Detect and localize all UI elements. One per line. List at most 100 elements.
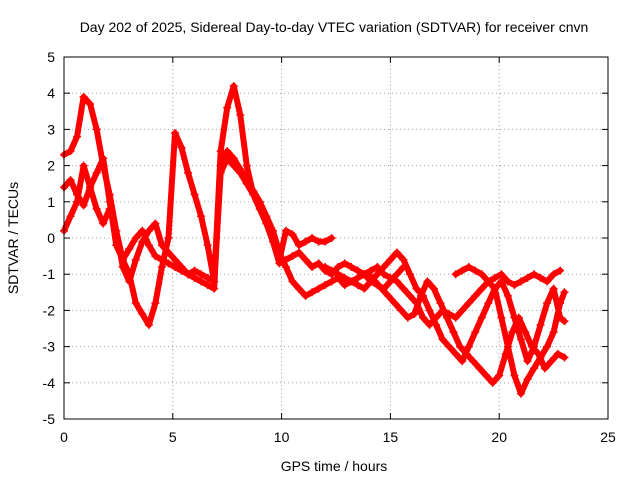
data-point-marker	[295, 241, 304, 250]
data-point-marker	[184, 270, 193, 279]
grid-layer	[64, 57, 608, 419]
data-point-marker	[157, 255, 166, 264]
data-point-marker	[464, 262, 473, 271]
data-point-marker	[125, 277, 134, 286]
data-point-marker	[131, 255, 140, 264]
data-point-marker	[242, 161, 251, 170]
y-tick-label: -4	[43, 375, 56, 391]
data-point-marker	[138, 237, 147, 246]
data-point-marker	[523, 273, 532, 282]
data-point-marker	[405, 291, 414, 300]
data-point-marker	[105, 197, 114, 206]
data-point-marker	[340, 259, 349, 268]
data-point-marker	[419, 313, 428, 322]
data-point-marker	[536, 353, 545, 362]
data-point-marker	[560, 353, 569, 362]
data-point-marker	[151, 219, 160, 228]
data-point-marker	[451, 270, 460, 279]
data-point-marker	[536, 273, 545, 282]
data-point-marker	[516, 277, 525, 286]
data-point-marker	[423, 277, 432, 286]
data-point-marker	[151, 299, 160, 308]
data-point-marker	[477, 270, 486, 279]
data-point-marker	[384, 291, 393, 300]
data-point-marker	[547, 357, 556, 366]
data-point-marker	[353, 281, 362, 290]
y-tick-label: 4	[47, 85, 55, 101]
data-point-marker	[164, 248, 173, 257]
data-point-marker	[521, 328, 530, 337]
data-point-marker	[471, 266, 480, 275]
data-point-marker	[190, 190, 199, 199]
series-trace-5	[364, 270, 569, 387]
data-point-marker	[308, 262, 317, 271]
data-point-marker	[540, 364, 549, 373]
data-point-marker	[471, 291, 480, 300]
series-trace-6	[451, 262, 569, 398]
data-point-marker	[495, 371, 504, 380]
data-point-marker	[216, 168, 225, 177]
data-point-marker	[490, 284, 499, 293]
data-point-marker	[527, 342, 536, 351]
data-point-marker	[170, 129, 179, 138]
data-point-marker	[79, 201, 88, 210]
y-tick-label: 1	[47, 194, 55, 210]
data-point-marker	[86, 100, 95, 109]
data-point-marker	[321, 281, 330, 290]
data-point-marker	[66, 176, 75, 185]
data-point-marker	[295, 248, 304, 257]
data-point-marker	[262, 219, 271, 228]
data-point-marker	[210, 277, 219, 286]
data-point-marker	[497, 270, 506, 279]
data-point-marker	[386, 273, 395, 282]
x-axis-label: GPS time / hours	[281, 458, 388, 474]
data-point-marker	[86, 183, 95, 192]
data-point-marker	[281, 226, 290, 235]
data-point-marker	[177, 143, 186, 152]
data-point-marker	[523, 375, 532, 384]
data-point-marker	[436, 299, 445, 308]
y-axis-label: SDTVAR / TECUs	[5, 182, 21, 294]
data-point-marker	[549, 328, 558, 337]
data-point-marker	[177, 262, 186, 271]
data-point-marker	[301, 237, 310, 246]
data-point-marker	[275, 259, 284, 268]
data-point-marker	[560, 288, 569, 297]
data-point-marker	[458, 306, 467, 315]
data-point-marker	[203, 241, 212, 250]
data-point-marker	[392, 248, 401, 257]
data-point-marker	[456, 342, 465, 351]
data-point-marker	[516, 389, 525, 398]
data-point-marker	[203, 281, 212, 290]
data-point-marker	[390, 299, 399, 308]
data-point-marker	[340, 281, 349, 290]
data-point-marker	[66, 212, 75, 221]
data-point-marker	[543, 299, 552, 308]
data-point-marker	[510, 281, 519, 290]
data-point-marker	[249, 190, 258, 199]
data-point-marker	[553, 349, 562, 358]
data-point-marker	[475, 364, 484, 373]
data-point-marker	[471, 328, 480, 337]
data-point-marker	[451, 349, 460, 358]
y-tick-label: -1	[43, 266, 56, 282]
data-point-marker	[321, 237, 330, 246]
data-point-marker	[197, 270, 206, 279]
data-point-marker	[353, 266, 362, 275]
data-point-marker	[377, 284, 386, 293]
data-point-marker	[543, 342, 552, 351]
data-point-marker	[334, 270, 343, 279]
data-point-marker	[157, 241, 166, 250]
data-point-marker	[399, 255, 408, 264]
data-point-marker	[255, 205, 264, 214]
data-point-marker	[170, 255, 179, 264]
data-point-marker	[503, 342, 512, 351]
data-point-marker	[92, 168, 101, 177]
data-point-marker	[488, 378, 497, 387]
data-point-marker	[360, 284, 369, 293]
data-point-marker	[210, 284, 219, 293]
x-tick-label: 0	[60, 429, 68, 445]
data-point-marker	[288, 277, 297, 286]
y-tick-label: 3	[47, 121, 55, 137]
data-point-marker	[477, 284, 486, 293]
